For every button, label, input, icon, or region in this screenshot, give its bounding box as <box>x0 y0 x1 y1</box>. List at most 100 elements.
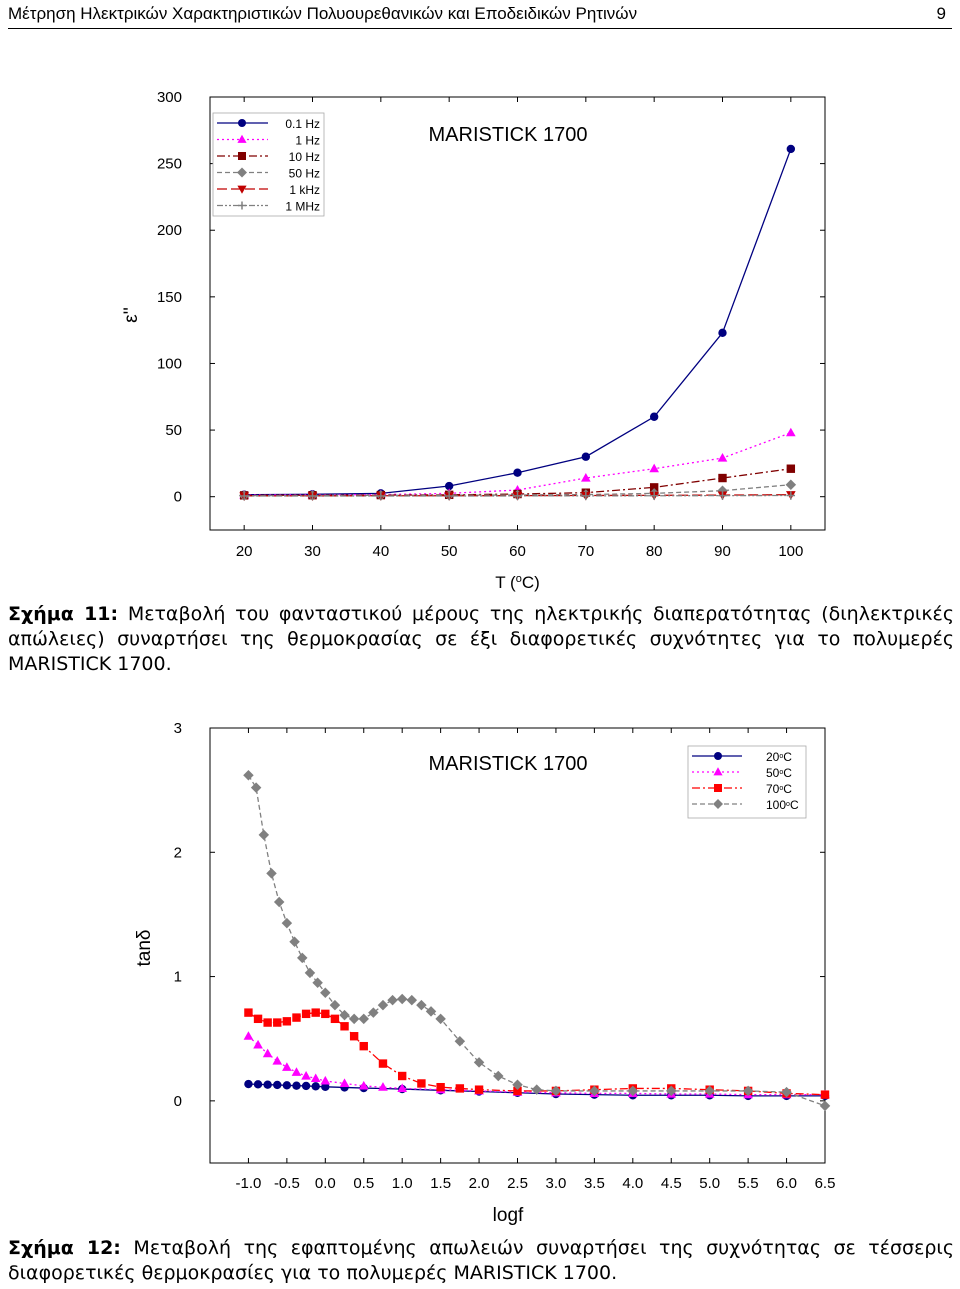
x-tick-label: 60 <box>509 543 526 560</box>
x-tick-label: 4.0 <box>622 1175 643 1192</box>
data-point <box>301 1081 311 1091</box>
data-point <box>454 1035 466 1047</box>
data-point <box>785 479 797 490</box>
data-point <box>550 1085 562 1097</box>
data-point <box>311 1082 320 1091</box>
data-point <box>321 1082 330 1092</box>
x-tick-label: 20 <box>236 543 253 560</box>
running-title: Μέτρηση Ηλεκτρικών Χαρακτηριστικών Πολυο… <box>8 4 638 23</box>
data-point <box>416 999 427 1011</box>
data-point <box>339 1009 350 1021</box>
figure-12-label: Σχήμα 12: <box>8 1237 121 1259</box>
data-point <box>250 782 262 793</box>
page-number: 9 <box>936 4 946 23</box>
y-tick-label: 0 <box>174 1093 182 1110</box>
x-tick-label: 30 <box>304 543 321 560</box>
legend-label: 10 Hz <box>289 150 320 164</box>
data-point <box>444 481 454 491</box>
y-tick-label: 100 <box>157 355 182 372</box>
chart-tand-vs-logf: -1.0 -0.5 0.0 0.5 1.0 1.5 2.0 2.5 3.0 3.5 4.0 4.5 5.… <box>134 720 835 1226</box>
data-point <box>273 896 285 908</box>
data-point <box>512 1079 523 1090</box>
data-point <box>289 936 300 948</box>
data-point <box>358 1080 369 1090</box>
chart-title: MARISTICK 1700 <box>429 124 588 146</box>
data-point <box>786 491 796 500</box>
data-point <box>718 491 727 500</box>
data-point <box>308 491 317 501</box>
figure-11-text: Μεταβολή του φανταστικού μέρους της ηλεκ… <box>8 603 954 675</box>
data-point <box>263 1018 272 1027</box>
data-point <box>378 1082 388 1091</box>
y-tick-label: 0 <box>174 489 182 506</box>
x-tick-label: 2.5 <box>507 1175 528 1192</box>
data-point <box>786 427 796 437</box>
y-tick-label: 3 <box>174 720 182 737</box>
figure-12-text: Μεταβολή της εφαπτομένης απωλειών συναρτ… <box>8 1237 954 1284</box>
data-point <box>581 473 591 482</box>
data-point <box>273 1018 282 1027</box>
legend-box <box>687 745 807 819</box>
data-point <box>531 1084 542 1095</box>
data-point <box>272 1056 283 1065</box>
data-point <box>589 1085 600 1097</box>
data-point <box>406 994 418 1006</box>
legend-marker <box>238 152 246 160</box>
data-point <box>820 1090 830 1099</box>
data-point <box>455 1084 465 1093</box>
data-point <box>513 491 522 501</box>
x-tick-label: 80 <box>646 543 663 560</box>
y-tick-label: 200 <box>157 222 182 239</box>
data-point <box>444 491 454 501</box>
y-tick-label: 50 <box>165 422 182 439</box>
legend-marker <box>238 119 246 127</box>
data-point <box>244 1008 253 1017</box>
data-point <box>282 1062 292 1071</box>
data-point <box>436 1082 445 1092</box>
data-point <box>387 994 398 1006</box>
data-point <box>281 917 293 929</box>
y-tick-label: 250 <box>157 156 182 173</box>
data-point <box>312 977 323 989</box>
data-point <box>718 473 727 483</box>
data-point <box>243 769 254 781</box>
data-point <box>649 483 659 492</box>
y-axis-label: ε'' <box>121 307 142 323</box>
series-line-0 <box>244 148 792 496</box>
data-point <box>239 491 249 501</box>
y-axis-label: tanδ <box>134 930 155 967</box>
data-point <box>781 1086 792 1098</box>
data-point <box>717 453 728 462</box>
data-point <box>397 1071 407 1081</box>
legend-label: 20oC <box>766 750 792 764</box>
data-point <box>376 491 386 501</box>
data-point <box>320 987 331 998</box>
legend-marker <box>237 134 247 143</box>
data-point <box>666 1085 677 1097</box>
data-point <box>649 463 659 473</box>
data-point <box>348 1013 360 1025</box>
x-tick-label: 5.5 <box>738 1175 759 1192</box>
data-point <box>301 1070 311 1080</box>
data-point <box>263 1080 272 1089</box>
x-tick-label: 0.0 <box>315 1175 336 1192</box>
legend-label: 70oC <box>766 782 792 796</box>
data-point <box>266 868 277 879</box>
legend-label: 1 kHz <box>289 183 320 197</box>
x-tick-label: 50 <box>441 543 458 560</box>
data-point <box>493 1070 504 1082</box>
legend-label: 50oC <box>766 766 792 780</box>
x-tick-label: 4.5 <box>661 1175 682 1192</box>
data-point <box>425 1006 437 1017</box>
data-point <box>329 999 341 1011</box>
data-point <box>627 1085 639 1097</box>
series-line-2 <box>248 1011 826 1096</box>
x-tick-label: 5.0 <box>699 1175 720 1192</box>
data-point <box>301 1009 311 1019</box>
data-point <box>819 1100 831 1112</box>
data-point <box>359 1041 368 1051</box>
y-tick-label: 300 <box>157 89 182 106</box>
x-tick-label: -0.5 <box>274 1175 300 1192</box>
data-point <box>513 468 522 477</box>
data-point <box>253 1014 263 1024</box>
